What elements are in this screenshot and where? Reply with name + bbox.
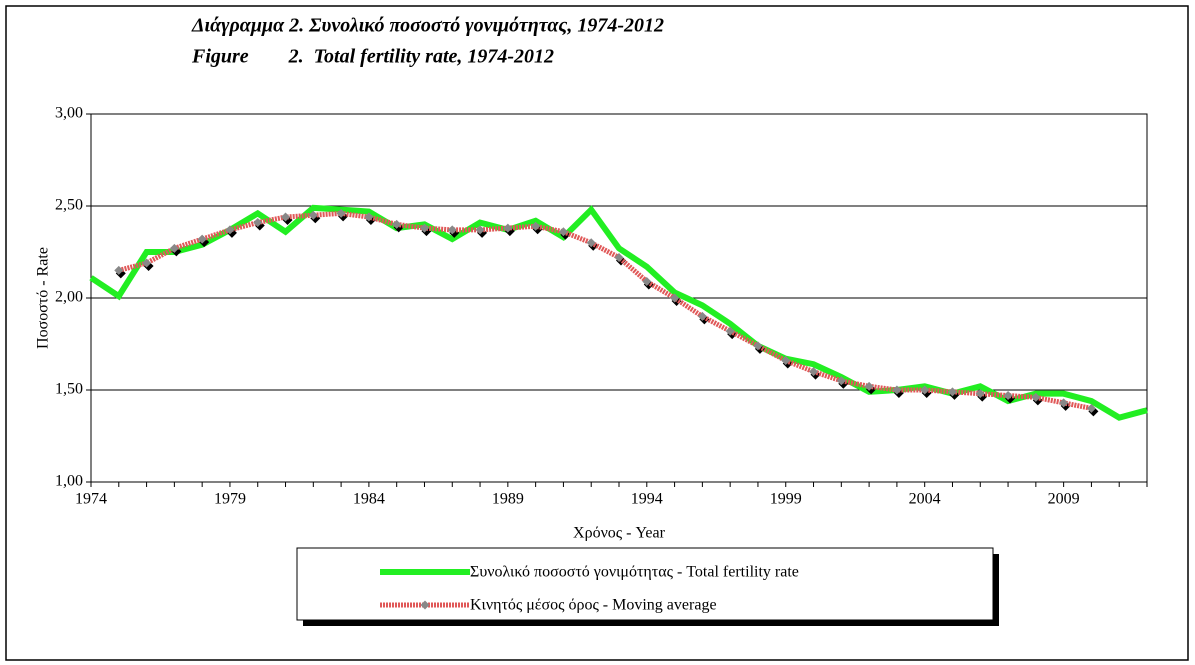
x-tick-label: 1994: [631, 491, 663, 508]
marker: [836, 376, 846, 386]
legend-label: Κινητός μέσος όρος - Moving average: [470, 597, 717, 614]
marker: [1059, 398, 1069, 408]
marker: [336, 208, 346, 218]
y-tick-label: 3,00: [55, 105, 83, 122]
marker: [419, 223, 429, 233]
marker: [531, 221, 541, 231]
legend-marker: [420, 600, 430, 610]
marker: [308, 210, 318, 220]
y-tick-label: 2,00: [55, 289, 83, 306]
marker: [892, 385, 902, 395]
y-tick-label: 1,50: [55, 381, 83, 398]
marker: [864, 381, 874, 391]
x-axis-label: Χρόνος - Year: [573, 525, 666, 542]
marker: [642, 276, 652, 286]
marker: [281, 212, 291, 222]
marker: [697, 311, 707, 321]
legend-label: Συνολικό ποσοστό γονιμότητας - Total fer…: [470, 564, 799, 581]
y-axis-label: Ποσοστό - Rate: [35, 247, 52, 349]
y-tick-label: 2,50: [55, 197, 83, 214]
marker: [725, 326, 735, 336]
x-tick-label: 1989: [492, 491, 524, 508]
marker: [364, 212, 374, 222]
marker: [614, 253, 624, 263]
marker: [169, 243, 179, 253]
marker: [809, 367, 819, 377]
marker: [1086, 403, 1096, 413]
chart-title: Διάγραμμα 2. Συνολικό ποσοστό γονιμότητα…: [191, 15, 664, 37]
x-tick-label: 2009: [1048, 491, 1080, 508]
marker: [1031, 392, 1041, 402]
marker: [503, 223, 513, 233]
marker: [392, 219, 402, 229]
marker: [253, 218, 263, 228]
chart-subtitle: Figure 2. Total fertility rate, 1974-201…: [191, 46, 554, 68]
y-tick-label: 1,00: [55, 473, 83, 490]
marker: [142, 258, 152, 268]
marker: [1003, 391, 1013, 401]
marker: [447, 225, 457, 235]
marker: [753, 341, 763, 351]
marker: [475, 225, 485, 235]
marker: [920, 385, 930, 395]
x-tick-label: 1984: [353, 491, 385, 508]
marker: [975, 389, 985, 399]
marker: [225, 225, 235, 235]
marker: [114, 265, 124, 275]
marker: [197, 234, 207, 244]
x-tick-label: 1974: [75, 491, 107, 508]
line: [118, 210, 1092, 411]
x-tick-label: 1979: [214, 491, 246, 508]
marker: [586, 238, 596, 248]
marker: [670, 293, 680, 303]
marker: [558, 227, 568, 237]
marker: [781, 356, 791, 366]
legend: [296, 547, 994, 621]
marker: [947, 387, 957, 397]
x-tick-label: 1999: [770, 491, 802, 508]
x-tick-label: 2004: [909, 491, 941, 508]
